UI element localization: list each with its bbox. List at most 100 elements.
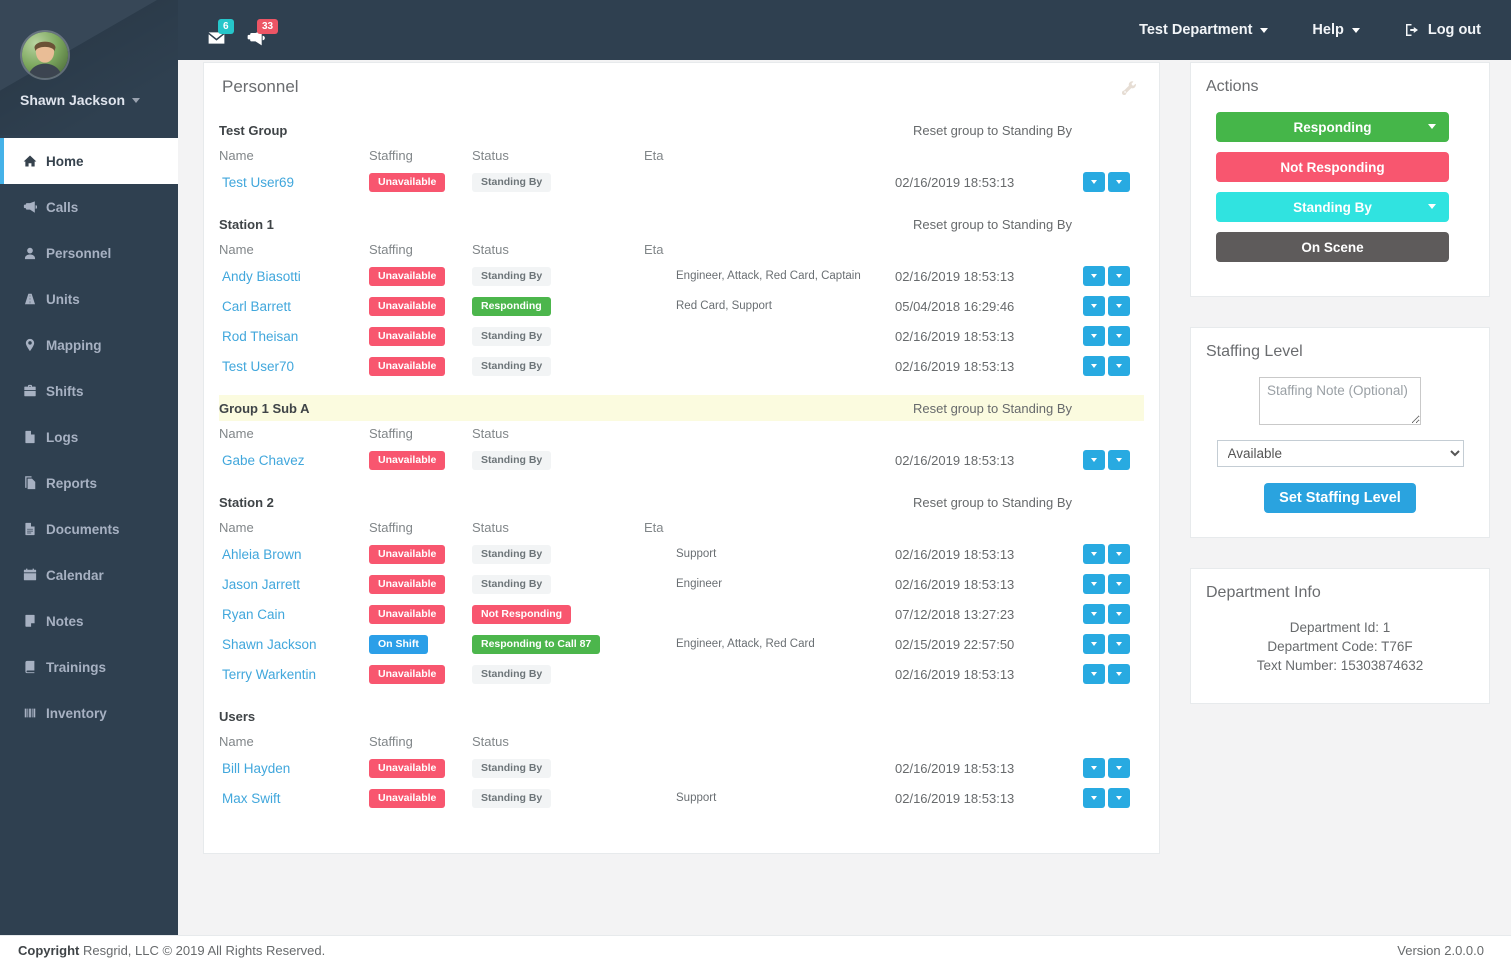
logout-button[interactable]: Log out bbox=[1404, 22, 1481, 38]
person-name-link[interactable]: Shawn Jackson bbox=[222, 636, 317, 652]
sidebar-item-documents[interactable]: Documents bbox=[0, 506, 178, 552]
set-status-dropdown-button[interactable] bbox=[1083, 574, 1105, 594]
personnel-row: Shawn Jackson On Shift Responding to Call … bbox=[219, 629, 1144, 659]
profile-menu[interactable]: Shawn Jackson bbox=[20, 92, 178, 108]
roles-text: Engineer bbox=[676, 577, 723, 590]
set-staffing-dropdown-button[interactable] bbox=[1108, 450, 1130, 470]
set-staffing-dropdown-button[interactable] bbox=[1108, 788, 1130, 808]
column-header: Eta bbox=[644, 147, 664, 163]
sidebar-item-shifts[interactable]: Shifts bbox=[0, 368, 178, 414]
sidebar-item-trainings[interactable]: Trainings bbox=[0, 644, 178, 690]
status-badge-cell: Not Responding bbox=[472, 604, 644, 625]
row-actions bbox=[1083, 788, 1144, 808]
not-responding-button[interactable]: Not Responding bbox=[1216, 152, 1449, 182]
person-name-link[interactable]: Carl Barrett bbox=[222, 298, 292, 314]
set-staffing-dropdown-button[interactable] bbox=[1108, 544, 1130, 564]
actions-title: Actions bbox=[1206, 78, 1259, 95]
staffing-badge: Unavailable bbox=[369, 266, 446, 287]
set-staffing-dropdown-button[interactable] bbox=[1108, 574, 1130, 594]
status-timestamp: 02/16/2019 18:53:13 bbox=[895, 174, 1015, 190]
sidebar-item-label: Personnel bbox=[46, 245, 112, 261]
person-name-link[interactable]: Max Swift bbox=[222, 790, 281, 806]
staffing-badge-cell: Unavailable bbox=[369, 664, 472, 685]
bullhorn-icon bbox=[23, 201, 37, 213]
reset-group-link[interactable]: Reset group to Standing By bbox=[913, 400, 1072, 416]
set-staffing-dropdown-button[interactable] bbox=[1108, 356, 1130, 376]
set-staffing-dropdown-button[interactable] bbox=[1108, 172, 1130, 192]
set-staffing-dropdown-button[interactable] bbox=[1108, 296, 1130, 316]
person-name-link[interactable]: Jason Jarrett bbox=[222, 576, 301, 592]
set-staffing-level-button[interactable]: Set Staffing Level bbox=[1264, 483, 1416, 513]
copyright-text: Copyright Resgrid, LLC © 2019 All Rights… bbox=[18, 943, 326, 958]
calendar-icon bbox=[23, 568, 37, 581]
wrench-icon[interactable] bbox=[1122, 81, 1136, 95]
roles-text: Engineer, Attack, Red Card bbox=[676, 637, 815, 650]
column-header: Name bbox=[219, 733, 254, 749]
set-status-dropdown-button[interactable] bbox=[1083, 266, 1105, 286]
action-button-label: On Scene bbox=[1301, 239, 1364, 255]
set-status-dropdown-button[interactable] bbox=[1083, 326, 1105, 346]
set-staffing-dropdown-button[interactable] bbox=[1108, 634, 1130, 654]
sidebar-item-logs[interactable]: Logs bbox=[0, 414, 178, 460]
avatar[interactable] bbox=[20, 30, 70, 80]
sidebar-item-mapping[interactable]: Mapping bbox=[0, 322, 178, 368]
caret-down-icon bbox=[1116, 274, 1122, 278]
set-status-dropdown-button[interactable] bbox=[1083, 758, 1105, 778]
staffing-note-input[interactable] bbox=[1259, 377, 1421, 425]
messages-button[interactable]: 6 bbox=[206, 18, 234, 52]
set-staffing-dropdown-button[interactable] bbox=[1108, 266, 1130, 286]
set-status-dropdown-button[interactable] bbox=[1083, 604, 1105, 624]
set-staffing-dropdown-button[interactable] bbox=[1108, 664, 1130, 684]
reset-group-link[interactable]: Reset group to Standing By bbox=[913, 122, 1072, 138]
person-name-link[interactable]: Terry Warkentin bbox=[222, 666, 317, 682]
set-staffing-dropdown-button[interactable] bbox=[1108, 758, 1130, 778]
sidebar-item-calendar[interactable]: Calendar bbox=[0, 552, 178, 598]
staffing-badge: Unavailable bbox=[369, 758, 446, 779]
status-timestamp: 02/16/2019 18:53:13 bbox=[895, 328, 1015, 344]
sidebar-item-reports[interactable]: Reports bbox=[0, 460, 178, 506]
staffing-level-select[interactable]: Available bbox=[1216, 440, 1464, 467]
alerts-button[interactable]: 33 bbox=[245, 18, 279, 52]
sidebar-item-notes[interactable]: Notes bbox=[0, 598, 178, 644]
column-header: Staffing bbox=[369, 519, 413, 535]
set-staffing-dropdown-button[interactable] bbox=[1108, 326, 1130, 346]
set-status-dropdown-button[interactable] bbox=[1083, 450, 1105, 470]
row-actions bbox=[1083, 634, 1144, 654]
group-name: Test Group bbox=[219, 122, 288, 138]
reset-group-link[interactable]: Reset group to Standing By bbox=[913, 216, 1072, 232]
staffing-badge: On Shift bbox=[369, 634, 428, 655]
set-status-dropdown-button[interactable] bbox=[1083, 788, 1105, 808]
sidebar-item-label: Shifts bbox=[46, 383, 84, 399]
set-status-dropdown-button[interactable] bbox=[1083, 634, 1105, 654]
sidebar-item-units[interactable]: Units bbox=[0, 276, 178, 322]
person-name-link[interactable]: Gabe Chavez bbox=[222, 452, 305, 468]
staffing-badge-cell: Unavailable bbox=[369, 604, 472, 625]
status-badge: Responding bbox=[472, 296, 551, 317]
person-name-link[interactable]: Ryan Cain bbox=[222, 606, 286, 622]
set-status-dropdown-button[interactable] bbox=[1083, 356, 1105, 376]
set-status-dropdown-button[interactable] bbox=[1083, 172, 1105, 192]
person-name-link[interactable]: Ahleia Brown bbox=[222, 546, 302, 562]
status-badge-cell: Standing By bbox=[472, 266, 644, 287]
sidebar-item-home[interactable]: Home bbox=[0, 138, 178, 184]
sidebar-item-personnel[interactable]: Personnel bbox=[0, 230, 178, 276]
reset-group-link[interactable]: Reset group to Standing By bbox=[913, 494, 1072, 510]
sidebar-item-calls[interactable]: Calls bbox=[0, 184, 178, 230]
person-name-link[interactable]: Andy Biasotti bbox=[222, 268, 301, 284]
standing-by-button[interactable]: Standing By bbox=[1216, 192, 1449, 222]
department-menu[interactable]: Test Department bbox=[1139, 22, 1269, 38]
set-status-dropdown-button[interactable] bbox=[1083, 296, 1105, 316]
person-name-link[interactable]: Test User70 bbox=[222, 358, 295, 374]
person-name-link[interactable]: Rod Theisan bbox=[222, 328, 299, 344]
set-status-dropdown-button[interactable] bbox=[1083, 544, 1105, 564]
caret-down-icon bbox=[1116, 552, 1122, 556]
column-header: Eta bbox=[644, 241, 664, 257]
person-name-link[interactable]: Bill Hayden bbox=[222, 760, 291, 776]
responding-button[interactable]: Responding bbox=[1216, 112, 1449, 142]
on-scene-button[interactable]: On Scene bbox=[1216, 232, 1449, 262]
set-staffing-dropdown-button[interactable] bbox=[1108, 604, 1130, 624]
person-name-link[interactable]: Test User69 bbox=[222, 174, 295, 190]
sidebar-item-inventory[interactable]: Inventory bbox=[0, 690, 178, 736]
set-status-dropdown-button[interactable] bbox=[1083, 664, 1105, 684]
help-menu[interactable]: Help bbox=[1312, 22, 1360, 38]
